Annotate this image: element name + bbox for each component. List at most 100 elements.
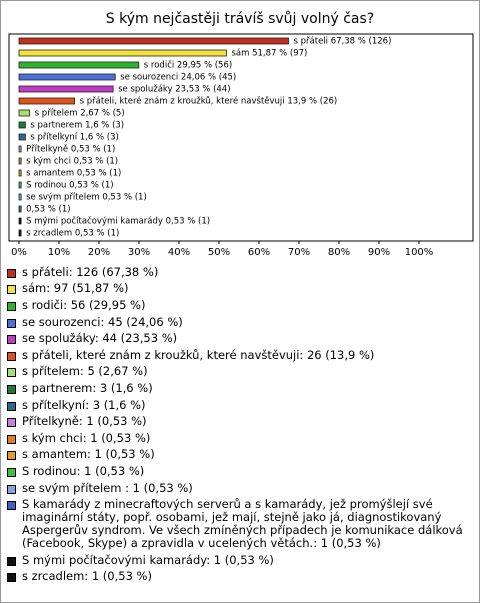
legend-item: S kamarády z minecraftových serverů a s … — [7, 496, 469, 552]
legend: s přáteli: 126 (67,38 %) sám: 97 (51,87 %… — [7, 264, 469, 585]
legend-item: s přáteli: 126 (67,38 %) — [7, 264, 469, 281]
legend-item: s zrcadlem: 1 (0,53 %) — [7, 569, 469, 586]
legend-label: s partnerem: 3 (1,6 %) — [22, 380, 153, 395]
legend-swatch — [7, 301, 16, 311]
x-tick-label: 0% — [11, 247, 27, 258]
bar — [18, 145, 22, 153]
legend-item: s rodiči: 56 (29,95 %) — [7, 297, 469, 314]
legend-item: s kým chci: 1 (0,53 %) — [7, 430, 469, 447]
legend-swatch — [7, 418, 16, 428]
legend-label: se svým přítelem : 1 (0,53 %) — [22, 480, 193, 495]
legend-item: se sourozenci: 45 (24,06 %) — [7, 314, 469, 331]
bar — [18, 61, 140, 69]
bar-value-label: s zrcadlem 0,53 % (1) — [26, 229, 119, 239]
bar — [18, 181, 22, 189]
legend-label: s rodiči: 56 (29,95 %) — [22, 297, 146, 312]
legend-swatch — [7, 351, 16, 361]
bar-value-label: 0,53 % (1) — [26, 205, 70, 215]
legend-label: S rodinou: 1 (0,53 %) — [22, 463, 145, 478]
x-tick-label: 80% — [328, 247, 350, 258]
bar-value-label: Přítelkyně 0,53 % (1) — [26, 145, 115, 155]
legend-item: s přítelkyní: 3 (1,6 %) — [7, 397, 469, 414]
bar — [18, 133, 26, 141]
bar-value-label: se svým přítelem 0,53 % (1) — [26, 193, 147, 203]
legend-swatch — [7, 573, 16, 583]
legend-item: s partnerem: 3 (1,6 %) — [7, 380, 469, 397]
legend-label: S mými počítačovými kamarády: 1 (0,53 %) — [22, 552, 274, 567]
bar — [18, 85, 114, 93]
bar-value-label: s rodiči 29,95 % (56) — [144, 60, 232, 71]
x-tick-label: 70% — [288, 247, 310, 258]
legend-label: s přítelem: 5 (2,67 %) — [22, 364, 148, 379]
bar — [18, 205, 22, 213]
bar — [18, 97, 75, 105]
legend-label: Přítelkyně: 1 (0,53 %) — [22, 414, 147, 429]
bar-value-label: S mými počítačovými kamarády 0,53 % (1) — [26, 216, 210, 227]
legend-swatch — [7, 501, 16, 511]
legend-label: se sourozenci: 45 (24,06 %) — [22, 314, 183, 329]
x-tick-label: 10% — [48, 247, 70, 258]
legend-swatch — [7, 556, 16, 566]
legend-item: se spolužáky: 44 (23,53 %) — [7, 330, 469, 347]
legend-label: s přítelkyní: 3 (1,6 %) — [22, 397, 146, 412]
bar-value-label: se sourozenci 24,06 % (45) — [120, 73, 236, 83]
legend-label: s kým chci: 1 (0,53 %) — [22, 430, 151, 445]
legend-swatch — [7, 467, 16, 477]
bar-value-label: s partnerem 1,6 % (3) — [30, 121, 124, 131]
x-tick-label: 100% — [405, 247, 434, 258]
legend-label: se spolužáky: 44 (23,53 %) — [22, 331, 178, 346]
plot-frame — [8, 33, 474, 242]
legend-label: s zrcadlem: 1 (0,53 %) — [22, 569, 152, 584]
bar — [18, 37, 289, 45]
legend-label: sám: 97 (51,87 %) — [22, 281, 129, 296]
legend-item: sám: 97 (51,87 %) — [7, 281, 469, 298]
bar — [18, 193, 22, 201]
x-tick-label: 30% — [128, 247, 150, 258]
bar-value-label: s amantem 0,53 % (1) — [26, 169, 121, 179]
legend-item: s amantem: 1 (0,53 %) — [7, 447, 469, 464]
bar — [18, 229, 22, 237]
legend-label: s amantem: 1 (0,53 %) — [22, 447, 155, 462]
legend-swatch — [7, 285, 16, 295]
bar-value-label: s přáteli, které znám z kroužků, které n… — [80, 96, 338, 107]
legend-item: S mými počítačovými kamarády: 1 (0,53 %) — [7, 552, 469, 569]
legend-item: s přáteli, které znám z kroužků, které n… — [7, 347, 469, 364]
bar — [18, 109, 31, 117]
chart-title: S kým nejčastěji trávíš svůj volný čas? — [106, 11, 374, 27]
bar — [18, 217, 22, 225]
legend-swatch — [7, 401, 16, 411]
legend-label: s přáteli: 126 (67,38 %) — [22, 264, 159, 279]
legend-swatch — [7, 368, 16, 378]
bar-value-label: sám 51,87 % (97) — [231, 49, 307, 59]
legend-swatch — [7, 434, 16, 444]
x-tick-label: 40% — [168, 247, 190, 258]
bar — [18, 121, 26, 129]
legend-item: S rodinou: 1 (0,53 %) — [7, 463, 469, 480]
x-tick-label: 50% — [208, 247, 230, 258]
legend-label: S kamarády z minecraftových serverů a s … — [22, 497, 463, 551]
legend-swatch — [7, 484, 16, 494]
bar — [18, 169, 22, 177]
legend-item: Přítelkyně: 1 (0,53 %) — [7, 413, 469, 430]
legend-swatch — [7, 335, 16, 345]
legend-item: se svým přítelem : 1 (0,53 %) — [7, 480, 469, 497]
bar-value-label: s přítelem 2,67 % (5) — [35, 109, 125, 119]
bar-value-label: s přítelkyní 1,6 % (3) — [30, 133, 118, 143]
bar-value-label: S rodinou 0,53 % (1) — [26, 181, 114, 191]
legend-label: s přáteli, které znám z kroužků, které n… — [22, 347, 375, 362]
legend-swatch — [7, 451, 16, 461]
legend-item: s přítelem: 5 (2,67 %) — [7, 364, 469, 381]
x-tick-label: 60% — [248, 247, 270, 258]
bar — [18, 73, 116, 81]
chart: S kým nejčastěji trávíš svůj volný čas? … — [8, 11, 474, 258]
legend-swatch — [7, 384, 16, 394]
legend-swatch — [7, 268, 16, 278]
x-tick-label: 90% — [368, 247, 390, 258]
bar-value-label: s přáteli 67,38 % (126) — [294, 37, 392, 47]
bar — [18, 157, 22, 165]
x-tick-label: 20% — [88, 247, 110, 258]
bar-value-label: s kým chci 0,53 % (1) — [26, 157, 118, 167]
legend-swatch — [7, 318, 16, 328]
bar — [18, 49, 227, 57]
